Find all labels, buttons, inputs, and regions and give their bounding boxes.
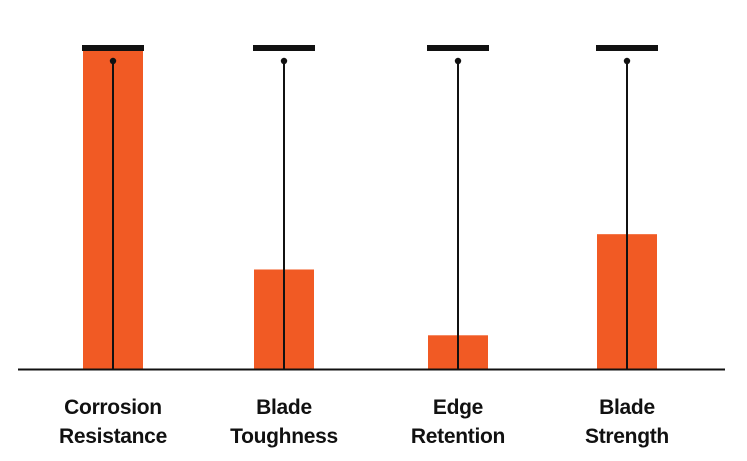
marker-cap-3 <box>596 45 658 51</box>
marker-dot-1 <box>280 57 288 65</box>
marker-dot-2 <box>454 57 462 65</box>
category-label-3-line-0: Blade <box>599 396 655 419</box>
marker-cap-0 <box>82 45 144 51</box>
marker-dot-0 <box>109 57 117 65</box>
category-label-2-line-0: Edge <box>433 396 483 419</box>
category-label-0-line-0: Corrosion <box>64 396 162 419</box>
markers-layer <box>82 45 658 369</box>
category-label-1-line-1: Toughness <box>230 425 338 448</box>
category-label-3-line-1: Strength <box>585 425 669 448</box>
marker-cap-1 <box>253 45 315 51</box>
marker-dot-3 <box>623 57 631 65</box>
category-label-1-line-0: Blade <box>256 396 312 419</box>
marker-cap-2 <box>427 45 489 51</box>
category-labels: Corrosion Resistance Blade Toughness Edge Ret… <box>59 396 669 448</box>
bars-layer <box>83 48 657 369</box>
category-label-2-line-1: Retention <box>411 425 505 448</box>
category-label-0-line-1: Resistance <box>59 425 167 448</box>
